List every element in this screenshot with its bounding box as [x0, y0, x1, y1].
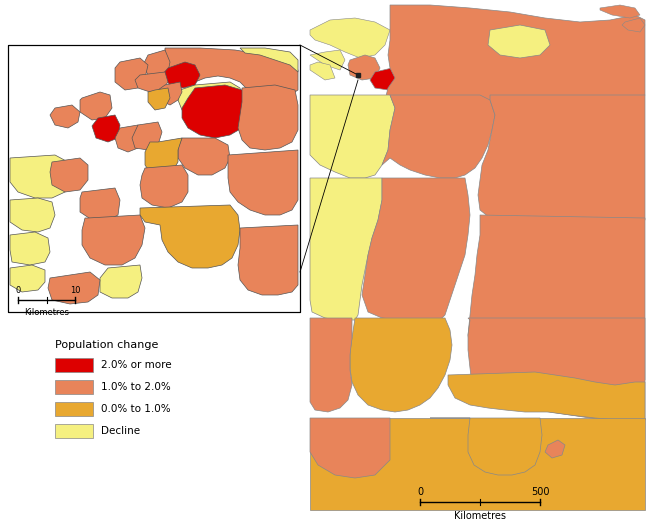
Polygon shape: [310, 50, 345, 70]
Text: 0: 0: [16, 286, 21, 295]
Polygon shape: [10, 265, 45, 292]
Polygon shape: [310, 18, 390, 58]
Polygon shape: [132, 122, 162, 150]
Polygon shape: [385, 5, 645, 120]
Polygon shape: [80, 92, 112, 120]
Polygon shape: [143, 50, 170, 78]
Text: 0: 0: [417, 487, 423, 497]
Polygon shape: [310, 318, 352, 412]
Text: 500: 500: [531, 487, 550, 497]
Polygon shape: [182, 85, 248, 138]
Polygon shape: [115, 58, 148, 90]
Text: Decline: Decline: [101, 426, 140, 436]
Polygon shape: [240, 48, 298, 72]
Polygon shape: [318, 103, 338, 122]
Bar: [55, 358, 93, 372]
Polygon shape: [10, 155, 70, 198]
Polygon shape: [468, 215, 645, 385]
Text: Kilometres: Kilometres: [24, 308, 69, 317]
Polygon shape: [600, 5, 640, 18]
Polygon shape: [92, 115, 120, 142]
Polygon shape: [140, 165, 188, 208]
Polygon shape: [448, 372, 645, 420]
Polygon shape: [350, 318, 452, 412]
Bar: [8, 45, 300, 312]
Polygon shape: [178, 82, 242, 122]
Text: 1.0% to 2.0%: 1.0% to 2.0%: [101, 382, 171, 392]
Text: 10: 10: [70, 286, 80, 295]
Polygon shape: [80, 188, 120, 220]
Bar: [8, 45, 300, 312]
Polygon shape: [310, 418, 390, 478]
Polygon shape: [135, 72, 168, 92]
Polygon shape: [50, 158, 88, 192]
Polygon shape: [622, 18, 645, 32]
Polygon shape: [162, 62, 200, 88]
Polygon shape: [348, 55, 380, 80]
Polygon shape: [430, 418, 542, 475]
Polygon shape: [370, 68, 400, 90]
Polygon shape: [115, 125, 142, 152]
Polygon shape: [48, 272, 100, 304]
Polygon shape: [310, 62, 335, 80]
Polygon shape: [310, 178, 382, 320]
Polygon shape: [140, 205, 240, 268]
Polygon shape: [545, 440, 565, 458]
Polygon shape: [50, 105, 80, 128]
Polygon shape: [478, 95, 645, 230]
Polygon shape: [468, 318, 645, 422]
Text: 2.0% or more: 2.0% or more: [101, 360, 172, 370]
Polygon shape: [238, 225, 298, 295]
Polygon shape: [362, 178, 470, 322]
Polygon shape: [82, 215, 145, 265]
Text: 0.0% to 1.0%: 0.0% to 1.0%: [101, 404, 170, 414]
Polygon shape: [382, 95, 495, 178]
Polygon shape: [488, 25, 550, 58]
Polygon shape: [145, 138, 182, 178]
Polygon shape: [162, 48, 298, 98]
Text: Kilometres: Kilometres: [454, 511, 506, 521]
Polygon shape: [228, 150, 298, 215]
Polygon shape: [10, 198, 55, 232]
Bar: [55, 424, 93, 438]
Polygon shape: [148, 88, 170, 110]
Polygon shape: [158, 82, 182, 105]
Polygon shape: [238, 85, 298, 150]
Bar: [55, 402, 93, 416]
Polygon shape: [310, 418, 645, 510]
Text: Population change: Population change: [55, 340, 158, 350]
Bar: [55, 380, 93, 394]
Polygon shape: [178, 138, 230, 175]
Polygon shape: [100, 265, 142, 298]
Polygon shape: [10, 232, 50, 265]
Polygon shape: [310, 95, 395, 178]
